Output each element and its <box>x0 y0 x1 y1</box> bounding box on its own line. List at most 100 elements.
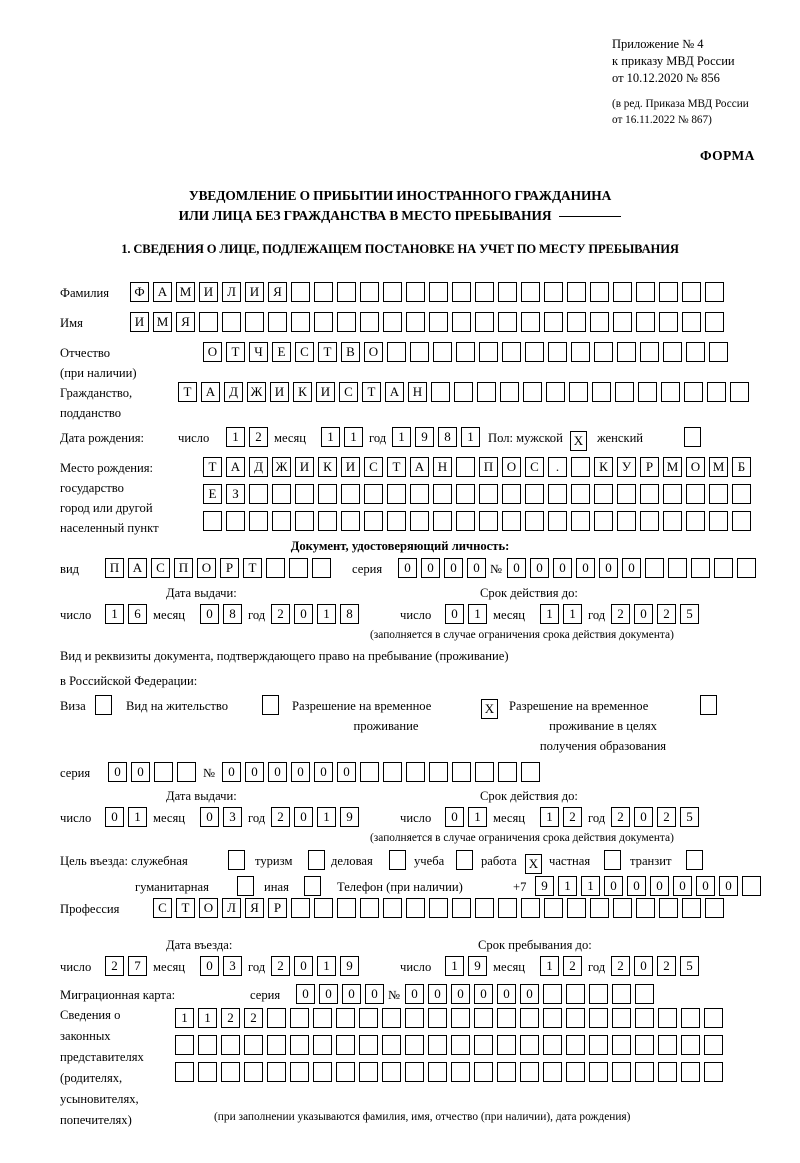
char-cell[interactable]: 9 <box>535 876 554 896</box>
input-birthplace-row-3[interactable] <box>203 511 755 531</box>
char-cell[interactable]: И <box>270 382 289 402</box>
char-cell[interactable]: 2 <box>249 427 268 447</box>
char-cell[interactable]: 0 <box>467 558 486 578</box>
char-cell[interactable]: Р <box>268 898 287 918</box>
char-cell[interactable] <box>686 342 705 362</box>
char-cell[interactable]: 2 <box>563 807 582 827</box>
char-cell[interactable]: 0 <box>474 984 493 1004</box>
char-cell[interactable] <box>360 282 379 302</box>
char-cell[interactable] <box>454 382 473 402</box>
char-cell[interactable]: 0 <box>291 762 310 782</box>
checkbox-purpose-humanitarian[interactable] <box>237 876 254 896</box>
char-cell[interactable] <box>451 1062 470 1082</box>
char-cell[interactable]: 0 <box>268 762 287 782</box>
char-cell[interactable] <box>475 312 494 332</box>
char-cell[interactable] <box>548 511 567 531</box>
checkbox-residence-permit[interactable] <box>262 695 279 715</box>
char-cell[interactable]: 0 <box>131 762 150 782</box>
char-cell[interactable] <box>704 1008 723 1028</box>
char-cell[interactable] <box>267 1035 286 1055</box>
char-cell[interactable] <box>525 342 544 362</box>
char-cell[interactable] <box>498 762 517 782</box>
char-cell[interactable]: Р <box>220 558 239 578</box>
char-cell[interactable] <box>336 1035 355 1055</box>
char-cell[interactable] <box>617 511 636 531</box>
char-cell[interactable]: Ж <box>272 457 291 477</box>
char-cell[interactable] <box>289 558 308 578</box>
char-cell[interactable]: 2 <box>105 956 124 976</box>
char-cell[interactable] <box>682 898 701 918</box>
char-cell[interactable] <box>705 282 724 302</box>
char-cell[interactable] <box>543 984 562 1004</box>
char-cell[interactable]: 0 <box>105 807 124 827</box>
char-cell[interactable] <box>567 282 586 302</box>
char-cell[interactable]: 2 <box>611 604 630 624</box>
char-cell[interactable]: 0 <box>444 558 463 578</box>
char-cell[interactable] <box>405 1008 424 1028</box>
char-cell[interactable] <box>268 312 287 332</box>
char-cell[interactable]: 0 <box>296 984 315 1004</box>
char-cell[interactable] <box>548 342 567 362</box>
char-cell[interactable]: 0 <box>108 762 127 782</box>
char-cell[interactable] <box>314 312 333 332</box>
char-cell[interactable]: М <box>176 282 195 302</box>
char-cell[interactable]: Т <box>203 457 222 477</box>
char-cell[interactable] <box>636 312 655 332</box>
char-cell[interactable] <box>244 1035 263 1055</box>
char-cell[interactable] <box>636 282 655 302</box>
char-cell[interactable]: 0 <box>342 984 361 1004</box>
char-cell[interactable]: Т <box>226 342 245 362</box>
char-cell[interactable]: 9 <box>340 807 359 827</box>
char-cell[interactable] <box>668 558 687 578</box>
char-cell[interactable]: Н <box>408 382 427 402</box>
char-cell[interactable] <box>658 1035 677 1055</box>
char-cell[interactable]: П <box>174 558 193 578</box>
char-cell[interactable]: 0 <box>405 984 424 1004</box>
char-cell[interactable]: А <box>128 558 147 578</box>
char-cell[interactable] <box>500 382 519 402</box>
char-cell[interactable] <box>543 1062 562 1082</box>
char-cell[interactable]: О <box>197 558 216 578</box>
char-cell[interactable]: 1 <box>581 876 600 896</box>
char-cell[interactable] <box>566 1008 585 1028</box>
checkbox-purpose-private[interactable] <box>604 850 621 870</box>
char-cell[interactable] <box>456 342 475 362</box>
char-cell[interactable]: 0 <box>622 558 641 578</box>
char-cell[interactable] <box>312 558 331 578</box>
char-cell[interactable] <box>433 484 452 504</box>
char-cell[interactable] <box>566 1062 585 1082</box>
char-cell[interactable] <box>691 558 710 578</box>
char-cell[interactable]: 3 <box>223 956 242 976</box>
char-cell[interactable]: О <box>686 457 705 477</box>
char-cell[interactable]: А <box>226 457 245 477</box>
char-cell[interactable] <box>658 1008 677 1028</box>
char-cell[interactable] <box>589 1008 608 1028</box>
char-cell[interactable]: 2 <box>611 807 630 827</box>
char-cell[interactable]: 0 <box>245 762 264 782</box>
char-cell[interactable] <box>175 1035 194 1055</box>
char-cell[interactable] <box>290 1008 309 1028</box>
char-cell[interactable] <box>406 312 425 332</box>
char-cell[interactable] <box>318 484 337 504</box>
char-cell[interactable] <box>523 382 542 402</box>
char-cell[interactable] <box>594 484 613 504</box>
char-cell[interactable] <box>387 484 406 504</box>
char-cell[interactable]: Е <box>203 484 222 504</box>
char-cell[interactable] <box>525 484 544 504</box>
char-cell[interactable]: Ч <box>249 342 268 362</box>
char-cell[interactable]: 0 <box>719 876 738 896</box>
checkbox-female[interactable] <box>684 427 701 447</box>
char-cell[interactable] <box>313 1035 332 1055</box>
char-cell[interactable] <box>566 984 585 1004</box>
char-cell[interactable] <box>543 1035 562 1055</box>
char-cell[interactable]: 1 <box>128 807 147 827</box>
char-cell[interactable]: 1 <box>461 427 480 447</box>
